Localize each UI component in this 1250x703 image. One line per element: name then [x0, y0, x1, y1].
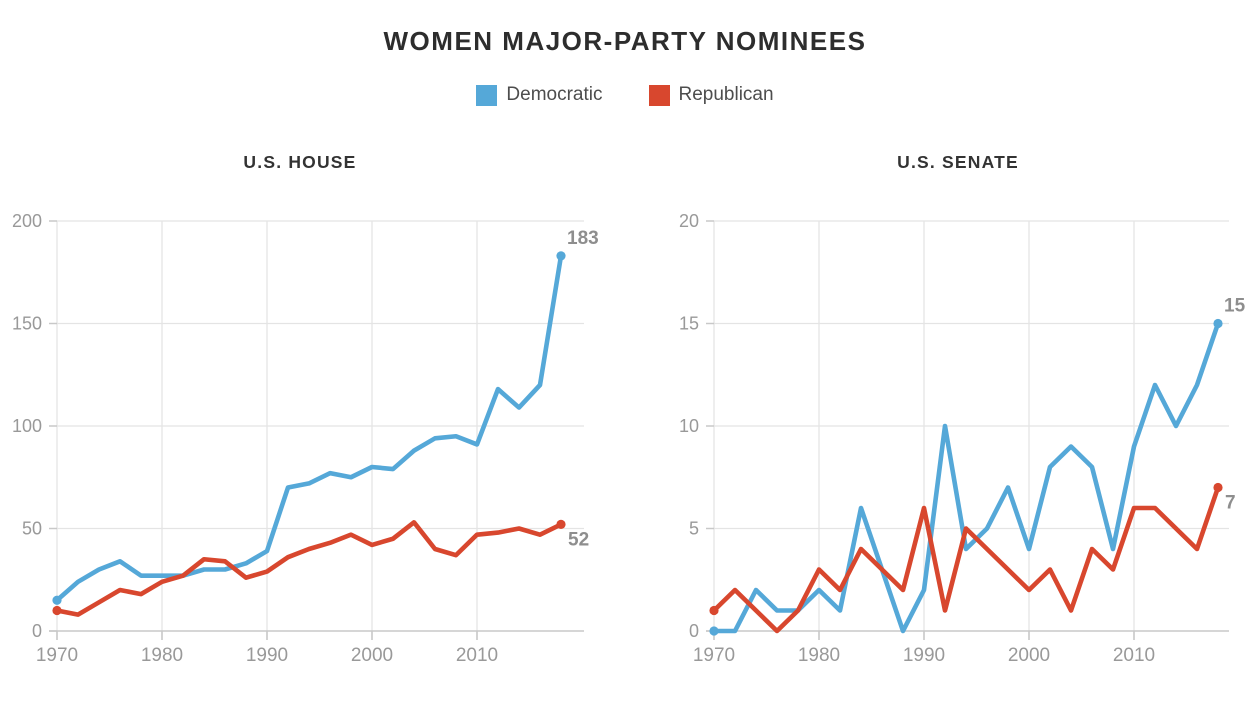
democratic-swatch-icon [476, 84, 498, 106]
x-tick-label: 2010 [456, 645, 498, 666]
y-tick-label: 150 [12, 314, 42, 334]
democratic-start-dot [709, 626, 719, 636]
y-tick-label: 200 [12, 211, 42, 231]
page-title: WOMEN MAJOR-PARTY NOMINEES [383, 26, 867, 56]
y-tick-label: 10 [679, 416, 699, 436]
democratic-start-dot [52, 595, 62, 605]
x-tick-label: 1990 [903, 645, 945, 666]
republican-end-label: 7 [1225, 493, 1236, 514]
chart-senate: 0 5 10 15 20 1970 1980 1990 2000 2010 15 7 [679, 211, 1246, 666]
democratic-end-label: 15 [1224, 296, 1246, 317]
x-tick-label: 1970 [693, 645, 735, 666]
chart-house: 0 50 100 150 200 1970 1980 1990 2000 2010 183 52 [12, 211, 599, 666]
legend-label-democratic: Democratic [506, 84, 603, 105]
democratic-end-dot [556, 251, 566, 261]
democratic-end-label: 183 [567, 228, 599, 249]
x-tick-label: 1990 [246, 645, 288, 666]
republican-line [711, 485, 1221, 634]
y-tick-label: 20 [679, 211, 699, 231]
x-tick-label: 1970 [36, 645, 78, 666]
republican-end-label: 52 [568, 529, 589, 550]
republican-end-dot [1213, 482, 1223, 493]
y-tick-label: 100 [12, 416, 42, 436]
x-tick-label: 1980 [141, 645, 183, 666]
republican-start-dot [709, 605, 719, 616]
y-tick-label: 0 [689, 621, 699, 641]
republican-end-dot [556, 519, 566, 530]
x-tick-label: 2000 [1008, 645, 1050, 666]
x-tick-label: 1980 [798, 645, 840, 666]
democratic-line [711, 321, 1221, 634]
legend-item-democratic: Democratic [476, 84, 603, 106]
y-tick-label: 5 [689, 519, 699, 539]
x-tick-label: 2010 [1113, 645, 1155, 666]
republican-swatch-icon [648, 84, 670, 106]
democratic-line [54, 253, 564, 603]
y-tick-label: 15 [679, 314, 699, 334]
senate-chart-title: U.S. SENATE [897, 152, 1019, 172]
y-tick-label: 50 [22, 519, 42, 539]
republican-start-dot [52, 605, 62, 616]
house-chart-title: U.S. HOUSE [243, 152, 357, 172]
legend-item-republican: Republican [648, 84, 774, 106]
legend-label-republican: Republican [678, 84, 774, 105]
democratic-end-dot [1213, 318, 1223, 329]
x-tick-label: 2000 [351, 645, 393, 666]
republican-line [54, 520, 564, 617]
legend: Democratic Republican [0, 84, 1250, 106]
y-tick-label: 0 [32, 621, 42, 641]
